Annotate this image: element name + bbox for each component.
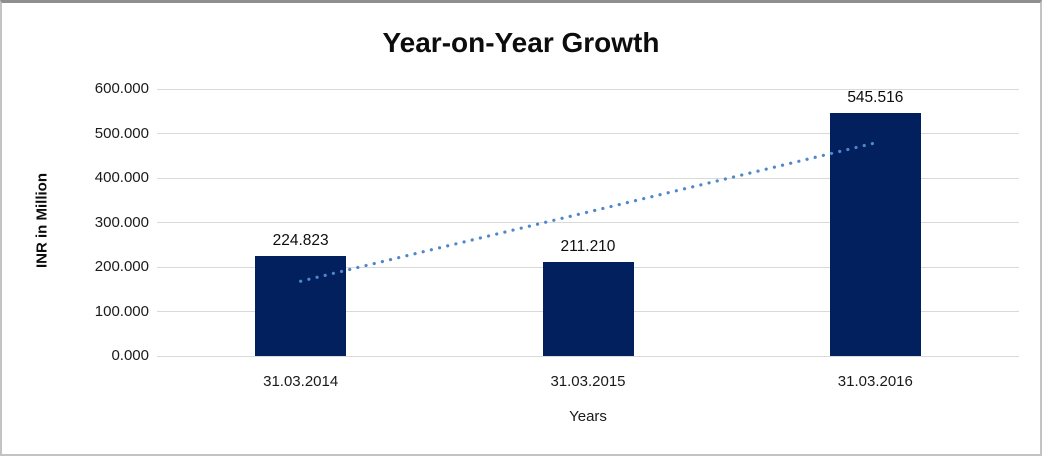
bar [542, 262, 634, 356]
y-tick-label: 300.000 [94, 213, 149, 231]
y-tick-label: 200.000 [94, 258, 149, 275]
gridline [157, 222, 1019, 223]
x-tick-label: 31.03.2016 [837, 373, 913, 390]
x-axis-title: Years [569, 408, 607, 425]
gridline [157, 355, 1019, 357]
y-tick-label: 400.000 [94, 169, 149, 186]
data-label: 211.210 [560, 238, 616, 255]
y-tick-label: 0.000 [111, 347, 149, 364]
chart-title: Year-on-Year Growth [382, 27, 660, 58]
trendline [299, 141, 877, 283]
y-tick-label: 100.000 [94, 302, 149, 320]
bar [829, 113, 921, 356]
trendline-segment [299, 141, 877, 283]
y-tick-label: 600.000 [94, 80, 149, 97]
bar [255, 255, 347, 356]
y-tick-label: 500.000 [94, 124, 149, 142]
data-label: 224.823 [272, 231, 329, 249]
x-tick-label: 31.03.2015 [550, 373, 626, 390]
data-label: 545.516 [847, 89, 904, 107]
x-tick-label: 31.03.2014 [263, 373, 339, 390]
gridline [157, 177, 1019, 179]
gridline [157, 133, 1019, 134]
gridline [157, 88, 1019, 90]
